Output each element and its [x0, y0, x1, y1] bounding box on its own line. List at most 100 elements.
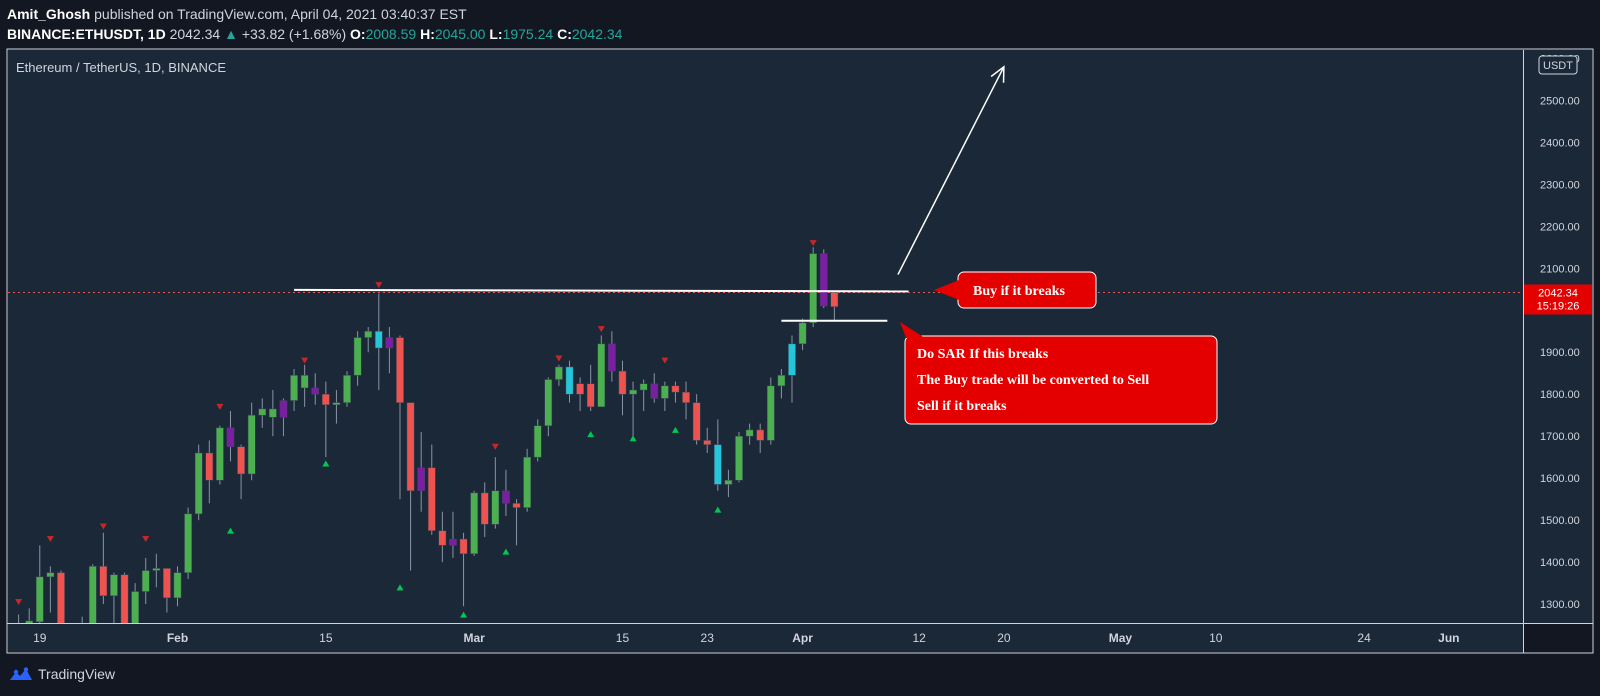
y-tick-label: 2400.00	[1540, 137, 1580, 149]
candle-body	[290, 375, 298, 401]
x-tick-label: Apr	[792, 631, 813, 645]
y-tick-label: 2300.00	[1540, 179, 1580, 191]
open-value: 2008.59	[365, 26, 417, 42]
candle-body	[300, 375, 309, 389]
candle-body	[671, 385, 680, 393]
down-marker	[142, 536, 150, 543]
up-marker	[629, 435, 637, 442]
candle-body	[491, 490, 500, 525]
down-marker	[46, 536, 54, 543]
candle-body	[724, 480, 733, 485]
x-tick-label: 12	[912, 631, 926, 645]
up-arrow-line[interactable]	[897, 66, 1005, 275]
candle-body	[205, 452, 214, 481]
candle-body	[99, 566, 108, 596]
buy-callout[interactable]: Buy if it breaks	[934, 270, 1097, 309]
currency-badge[interactable]: USDT	[1538, 55, 1578, 75]
candle-body	[608, 343, 616, 372]
candle-body	[226, 427, 235, 447]
candle-body	[576, 383, 584, 395]
candle-body	[35, 576, 44, 622]
down-marker	[555, 355, 563, 362]
up-marker	[460, 611, 468, 618]
publish-info: Amit_Ghosh published on TradingView.com,…	[7, 6, 467, 22]
bar-countdown: 15:19:26	[1537, 300, 1580, 312]
candle-body	[480, 492, 489, 525]
time-axis[interactable]	[8, 624, 1523, 652]
up-marker	[671, 426, 679, 433]
candle-body	[343, 375, 351, 403]
change-value: +33.82 (+1.68%)	[241, 26, 347, 42]
resistance-line[interactable]	[294, 288, 909, 293]
candle-body	[777, 375, 786, 387]
sar-line-2: The Buy trade will be converted to Sell	[917, 373, 1149, 388]
x-tick-label: 24	[1357, 631, 1371, 645]
sar-callout[interactable]: Do SAR If this breaks The Buy trade will…	[900, 322, 1218, 425]
candle-body	[141, 570, 150, 592]
tradingview-logo-icon	[10, 667, 32, 680]
currency-badge-text: USDT	[1543, 60, 1573, 72]
candle-body	[173, 572, 182, 599]
x-tick-label: 10	[1209, 631, 1223, 645]
down-marker	[809, 240, 817, 247]
x-tick-label: Feb	[167, 631, 188, 645]
candle-body	[258, 408, 267, 416]
current-price-label: 2042.34 15:19:26	[1524, 284, 1592, 315]
candle-body	[533, 425, 542, 458]
candle-body	[798, 322, 807, 345]
candle-body	[639, 383, 648, 391]
candle-body	[565, 366, 574, 395]
y-tick-label: 1500.00	[1540, 515, 1580, 527]
close-key: C:	[557, 26, 572, 42]
candle-body	[555, 366, 563, 380]
candle-body	[735, 435, 743, 481]
down-marker	[597, 326, 605, 333]
candle-body	[25, 620, 34, 623]
x-tick-label: Mar	[463, 631, 485, 645]
close-value: 2042.34	[571, 26, 623, 42]
up-marker	[226, 527, 234, 534]
y-tick-label: 1600.00	[1540, 473, 1580, 485]
candle-body	[703, 440, 712, 445]
current-price-value: 2042.34	[1538, 287, 1578, 299]
candle-body	[523, 456, 531, 508]
x-tick-label: 15	[616, 631, 630, 645]
candle-body	[618, 370, 627, 395]
down-marker	[375, 282, 383, 289]
candle-body	[629, 389, 637, 395]
tradingview-brand[interactable]: TradingView	[38, 666, 116, 682]
y-tick-label: 1700.00	[1540, 431, 1580, 443]
up-marker	[502, 548, 510, 555]
candle-body	[131, 591, 139, 623]
open-key: O:	[350, 26, 366, 42]
down-marker	[491, 443, 499, 450]
up-marker	[396, 584, 404, 591]
candle-body	[194, 452, 203, 515]
up-marker	[587, 431, 595, 438]
candles	[18, 247, 839, 623]
up-marker	[322, 460, 330, 467]
candle-body	[279, 400, 288, 418]
candle-body	[321, 393, 330, 405]
plot-area[interactable]	[8, 50, 1523, 623]
x-tick-labels: 19 Feb 15 Mar 15 23 Apr 12 20 May 10 24 Jun	[33, 631, 1459, 645]
x-tick-label: 23	[701, 631, 715, 645]
y-tick-label: 2100.00	[1540, 263, 1580, 275]
pane-title: Ethereum / TetherUS, 1D, BINANCE	[16, 60, 226, 75]
candle-body	[512, 503, 521, 508]
candle-body	[110, 574, 118, 596]
last-price: 2042.34	[169, 26, 221, 42]
candle-body	[650, 383, 659, 399]
candle-body	[438, 530, 447, 546]
up-marker	[714, 506, 722, 513]
down-marker	[661, 357, 669, 364]
buy-callout-text: Buy if it breaks	[973, 284, 1065, 299]
y-tick-label: 1300.00	[1540, 599, 1580, 611]
price-axis[interactable]	[1524, 50, 1592, 623]
ohlc-legend: BINANCE:ETHUSDT, 1D 2042.34 ▲ +33.82 (+1…	[7, 26, 622, 42]
candle-body	[449, 538, 457, 546]
sar-line-1: Do SAR If this breaks	[917, 347, 1049, 362]
candle-body	[459, 538, 468, 554]
candle-body	[406, 402, 415, 492]
